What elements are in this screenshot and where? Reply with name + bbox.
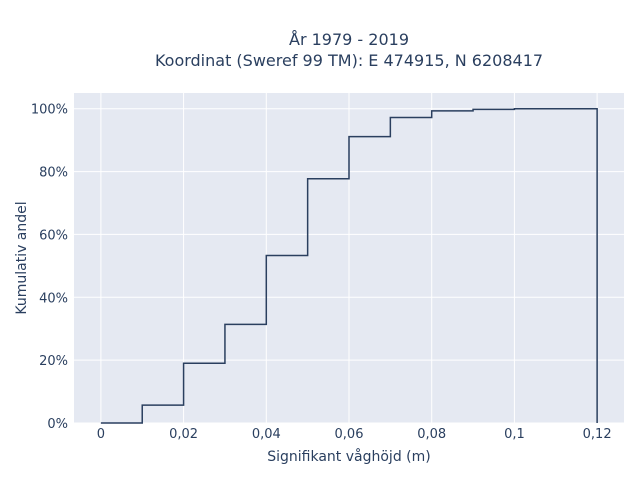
series-group (100, 107, 598, 424)
y-axis-title: Kumulativ andel (14, 201, 30, 314)
y-tick-label: 20% (39, 354, 68, 369)
x-axis-title: Signifikant våghöjd (m) (267, 448, 430, 465)
x-tick-label: 0,08 (417, 427, 446, 442)
x-tick-label: 0 (97, 427, 105, 442)
x-tick-label: 0,04 (252, 427, 281, 442)
y-axis-ticks: 0% 20% 40% 60% 80% 100% (31, 103, 68, 432)
chart-title-line2: Koordinat (Sweref 99 TM): E 474915, N 62… (155, 51, 543, 70)
chart-title-line1: År 1979 - 2019 (289, 30, 409, 49)
x-tick-label: 0,1 (504, 427, 525, 442)
y-tick-label: 40% (39, 291, 68, 306)
y-tick-label: 100% (31, 103, 68, 118)
y-tick-label: 60% (39, 228, 68, 243)
x-axis-ticks: 0 0,02 0,04 0,06 0,08 0,1 0,12 (97, 427, 612, 442)
x-tick-label: 0,06 (335, 427, 364, 442)
x-tick-label: 0,12 (583, 427, 612, 442)
y-tick-label: 80% (39, 166, 68, 181)
series-line-step (100, 107, 598, 424)
x-tick-label: 0,02 (169, 427, 198, 442)
y-tick-label: 0% (47, 417, 68, 432)
